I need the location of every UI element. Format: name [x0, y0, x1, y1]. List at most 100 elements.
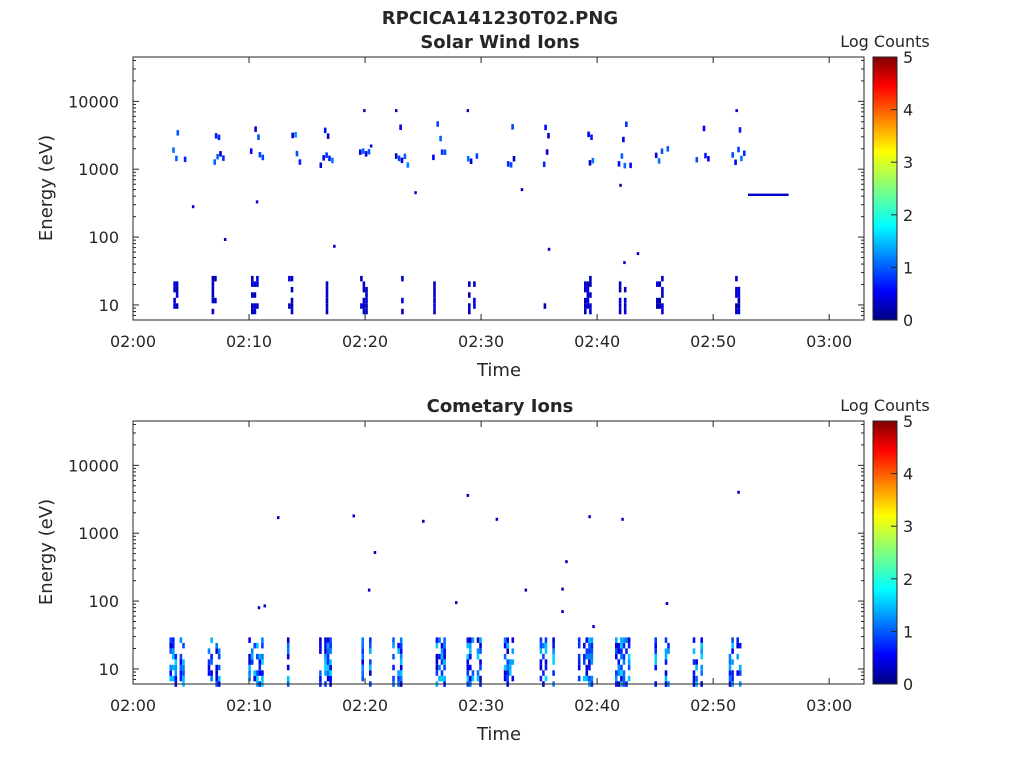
- spectrogram-cell: [656, 303, 659, 309]
- spectrogram-cell: [702, 125, 706, 132]
- spectrogram-cell: [620, 675, 623, 682]
- spectrogram-cell: [325, 286, 329, 293]
- spectrogram-cell: [443, 653, 446, 660]
- spectrogram-cell: [622, 136, 625, 143]
- spectrogram-cell: [250, 653, 254, 660]
- spectrogram-band: [748, 193, 789, 196]
- spectrogram-cell: [695, 664, 698, 671]
- spectrogram-cell: [169, 670, 172, 676]
- spectrogram-cell: [288, 275, 291, 282]
- spectrogram-cell: [440, 149, 444, 155]
- spectrogram-cell: [589, 303, 592, 309]
- spectrogram-cell: [179, 653, 183, 660]
- spectrogram-cell: [179, 670, 183, 676]
- spectrogram-cell: [214, 275, 217, 282]
- spectrogram-cell: [319, 162, 323, 168]
- y-tick-label: 10000: [68, 456, 119, 475]
- panel-title: Solar Wind Ions: [420, 32, 579, 53]
- spectrogram-cell: [175, 292, 179, 298]
- x-tick-label: 02:30: [458, 332, 504, 351]
- spectrogram-cell: [584, 297, 587, 304]
- spectrogram-cell: [585, 648, 589, 654]
- spectrogram-cell: [618, 303, 622, 309]
- spectrogram-cell: [291, 132, 294, 139]
- spectrogram-cell: [329, 648, 332, 654]
- spectrogram-cell: [211, 308, 215, 315]
- spectrogram-cell: [258, 664, 262, 671]
- spectrogram-cell: [211, 292, 215, 298]
- spectrogram-cell: [215, 642, 218, 649]
- spectrogram-point: [524, 588, 528, 592]
- spectrogram-cell: [399, 670, 403, 676]
- spectrogram-cell: [326, 133, 330, 139]
- spectrogram-cell: [728, 670, 732, 676]
- spectrogram-cell: [256, 670, 259, 676]
- spectrogram-cell: [290, 308, 294, 315]
- spectrogram-cell: [667, 642, 670, 649]
- spectrogram-cell: [369, 637, 372, 643]
- spectrogram-cell: [211, 286, 215, 293]
- spectrogram-cell: [435, 670, 439, 676]
- spectrogram-cell: [438, 653, 441, 660]
- spectrogram-cell: [324, 653, 327, 660]
- spectrogram-cell: [394, 153, 398, 159]
- spectrogram-cell: [369, 642, 372, 649]
- spectrogram-cell: [261, 637, 264, 643]
- spectrogram-cell: [324, 637, 327, 643]
- spectrogram-cell: [617, 664, 621, 671]
- spectrogram-point: [547, 247, 551, 251]
- spectrogram-cell: [552, 642, 555, 649]
- spectrogram-cell: [617, 642, 621, 649]
- spectrogram-cell: [479, 648, 482, 654]
- spectrogram-cell: [253, 675, 256, 682]
- spectrogram-cell: [735, 275, 738, 282]
- spectrogram-cell: [544, 659, 548, 665]
- spectrogram-cell: [286, 637, 290, 643]
- spectrogram-cell: [620, 637, 623, 643]
- spectrogram-cell: [213, 159, 216, 165]
- spectrogram-cell: [547, 132, 550, 139]
- spectrogram-cell: [248, 653, 251, 660]
- spectrogram-cell: [361, 148, 365, 154]
- spectrogram-cell: [692, 675, 696, 682]
- spectrogram-cell: [539, 637, 543, 643]
- spectrogram-cell: [359, 149, 362, 155]
- y-tick-label: 1000: [78, 524, 119, 543]
- spectrogram-cell: [443, 637, 446, 643]
- spectrogram-cell: [700, 653, 703, 660]
- spectrogram-cell: [392, 675, 395, 682]
- spectrogram-cell: [217, 134, 221, 141]
- spectrogram-cell: [692, 637, 696, 643]
- spectrogram-cell: [397, 155, 401, 162]
- spectrogram-cell: [176, 130, 180, 136]
- spectrogram-cell: [511, 659, 515, 665]
- spectrogram-cell: [475, 153, 479, 159]
- spectrogram-cell: [217, 648, 221, 654]
- spectrogram-cell: [476, 637, 480, 643]
- spectrogram-cell: [174, 659, 178, 665]
- spectrogram-cell: [657, 158, 661, 164]
- spectrogram-cell: [737, 303, 741, 309]
- spectrogram-cell: [169, 664, 172, 671]
- spectrogram-cell: [172, 664, 175, 671]
- spectrogram-cell: [728, 664, 732, 671]
- spectrogram-cell: [182, 642, 185, 649]
- spectrogram-cell: [469, 648, 472, 654]
- spectrogram-cell: [731, 659, 734, 665]
- spectrogram-cell: [511, 124, 514, 130]
- spectrogram-cell: [544, 124, 547, 131]
- spectrogram-cell: [210, 653, 213, 660]
- spectrogram-cell: [362, 303, 366, 309]
- x-tick-label: 03:00: [806, 332, 852, 351]
- x-tick-label: 02:30: [458, 696, 504, 715]
- spectrogram-cell: [172, 648, 175, 654]
- spectrogram-cell: [585, 670, 589, 676]
- spectrogram-point: [367, 588, 371, 592]
- spectrogram-cell: [169, 648, 172, 654]
- spectrogram-cell: [290, 275, 294, 282]
- spectrogram-cell: [436, 121, 439, 127]
- spectrogram-cell: [552, 637, 555, 643]
- spectrogram-cell: [584, 308, 587, 315]
- spectrogram-cell: [440, 648, 444, 654]
- spectrogram-cell: [577, 659, 581, 665]
